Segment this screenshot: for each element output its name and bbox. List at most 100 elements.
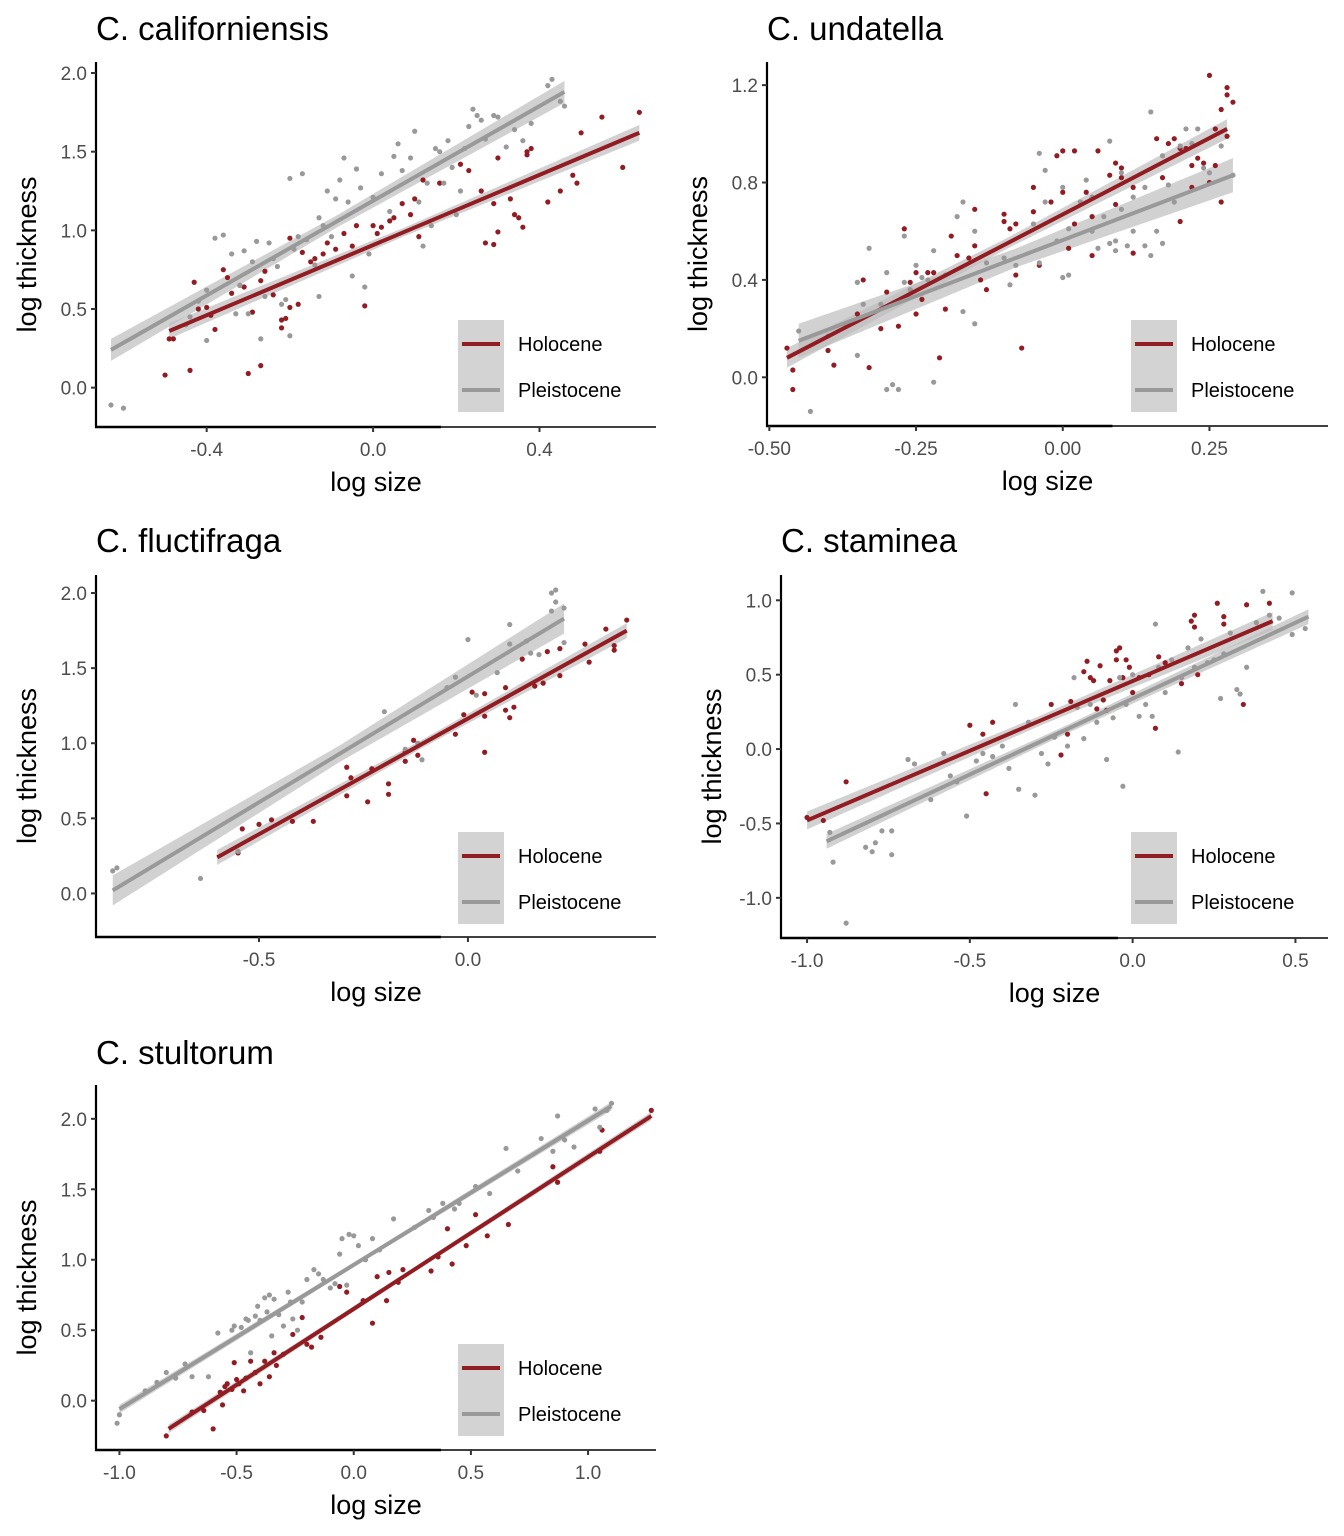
data-point-pleistocene — [980, 750, 986, 757]
data-point-holocene — [1218, 106, 1224, 113]
data-point-pleistocene — [549, 76, 555, 82]
data-point-pleistocene — [1042, 167, 1048, 173]
data-point-pleistocene — [520, 138, 526, 144]
data-point-pleistocene — [491, 112, 497, 119]
y-tick-label: -1.0 — [739, 889, 772, 910]
data-point-holocene — [428, 1268, 434, 1274]
legend-point-pleistocene — [479, 388, 483, 392]
data-point-pleistocene — [866, 245, 872, 251]
data-point-pleistocene — [1081, 736, 1087, 742]
legend-point-holocene — [479, 342, 483, 346]
data-point-holocene — [278, 325, 285, 331]
data-point-pleistocene — [269, 1333, 275, 1339]
data-point-holocene — [980, 731, 986, 737]
data-point-pleistocene — [231, 1323, 237, 1329]
data-point-holocene — [895, 323, 902, 329]
data-point-holocene — [1178, 681, 1185, 687]
data-point-holocene — [299, 1314, 305, 1321]
data-point-holocene — [1089, 252, 1095, 259]
data-point-holocene — [1224, 92, 1230, 98]
data-point-holocene — [1095, 148, 1101, 154]
data-point-pleistocene — [1036, 260, 1042, 266]
data-point-pleistocene — [278, 301, 285, 307]
data-point-holocene — [843, 779, 849, 785]
data-point-holocene — [936, 355, 943, 361]
x-tick-label: -0.4 — [190, 440, 223, 461]
data-point-holocene — [1083, 189, 1089, 195]
data-point-pleistocene — [1149, 713, 1155, 719]
data-point-pleistocene — [416, 199, 422, 205]
data-point-pleistocene — [1112, 248, 1119, 254]
y-tick-label: 2.0 — [61, 584, 87, 605]
data-point-holocene — [557, 188, 563, 194]
data-point-holocene — [599, 114, 605, 120]
regression-line-holocene — [806, 619, 1274, 823]
data-point-holocene — [308, 259, 314, 265]
data-point-holocene — [195, 306, 201, 312]
data-point-pleistocene — [1112, 238, 1119, 244]
data-point-holocene — [532, 683, 538, 689]
data-point-pleistocene — [407, 155, 414, 161]
data-point-pleistocene — [901, 233, 907, 239]
data-point-holocene — [1171, 136, 1177, 142]
data-point-holocene — [1191, 612, 1198, 618]
data-point-holocene — [1118, 175, 1125, 181]
data-point-pleistocene — [328, 234, 335, 240]
data-point-pleistocene — [1110, 715, 1116, 721]
legend-key-background — [458, 832, 504, 924]
data-point-holocene — [574, 180, 580, 186]
data-point-pleistocene — [990, 753, 996, 760]
data-point-holocene — [362, 303, 368, 309]
data-point-pleistocene — [515, 1168, 521, 1174]
data-point-holocene — [1113, 657, 1119, 663]
data-point-pleistocene — [1289, 631, 1295, 638]
data-point-pleistocene — [316, 215, 322, 221]
data-point-holocene — [400, 1267, 406, 1273]
data-point-pleistocene — [445, 138, 451, 144]
data-point-pleistocene — [295, 234, 301, 240]
data-point-holocene — [411, 737, 417, 743]
data-point-pleistocene — [110, 868, 116, 874]
legend-label-pleistocene: Pleistocene — [1191, 892, 1294, 914]
data-point-pleistocene — [548, 608, 555, 614]
data-point-pleistocene — [163, 1369, 169, 1376]
data-point-pleistocene — [437, 149, 443, 155]
data-point-holocene — [1195, 672, 1201, 678]
data-point-holocene — [383, 1298, 390, 1304]
legend: Holocene Pleistocene — [1131, 320, 1294, 412]
data-point-holocene — [1097, 663, 1103, 669]
data-point-holocene — [420, 177, 426, 183]
data-point-holocene — [402, 758, 408, 764]
x-tick-label: 0.5 — [458, 1463, 484, 1484]
data-point-pleistocene — [235, 848, 241, 854]
data-point-holocene — [262, 1358, 268, 1364]
data-point-holocene — [954, 252, 960, 259]
data-point-holocene — [966, 255, 972, 261]
panel-title: C. stultorum — [96, 1034, 274, 1071]
data-point-pleistocene — [187, 314, 193, 320]
data-point-pleistocene — [419, 757, 425, 763]
data-point-pleistocene — [399, 167, 405, 174]
data-point-holocene — [528, 145, 534, 152]
data-point-pleistocene — [287, 333, 293, 339]
data-point-pleistocene — [561, 639, 567, 646]
data-point-pleistocene — [495, 114, 501, 120]
data-point-pleistocene — [1016, 786, 1022, 792]
data-point-pleistocene — [1117, 675, 1123, 681]
data-point-pleistocene — [311, 1267, 317, 1273]
data-point-pleistocene — [1276, 615, 1282, 621]
data-point-holocene — [1071, 221, 1078, 227]
data-point-holocene — [544, 649, 550, 655]
data-point-pleistocene — [999, 743, 1006, 749]
data-point-pleistocene — [1237, 691, 1243, 697]
data-point-holocene — [1060, 189, 1066, 195]
data-point-pleistocene — [349, 273, 355, 279]
data-point-pleistocene — [345, 199, 351, 205]
data-point-holocene — [258, 278, 264, 284]
data-point-holocene — [271, 1350, 277, 1356]
x-tick-label: -1.0 — [103, 1463, 136, 1484]
data-point-holocene — [1001, 211, 1007, 217]
data-point-holocene — [1200, 160, 1207, 166]
data-point-holocene — [1212, 126, 1218, 132]
data-point-pleistocene — [1103, 756, 1110, 763]
